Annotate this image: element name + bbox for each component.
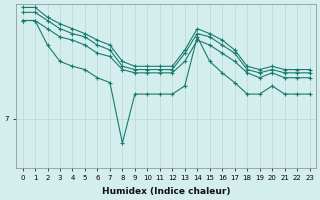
X-axis label: Humidex (Indice chaleur): Humidex (Indice chaleur) (102, 187, 230, 196)
